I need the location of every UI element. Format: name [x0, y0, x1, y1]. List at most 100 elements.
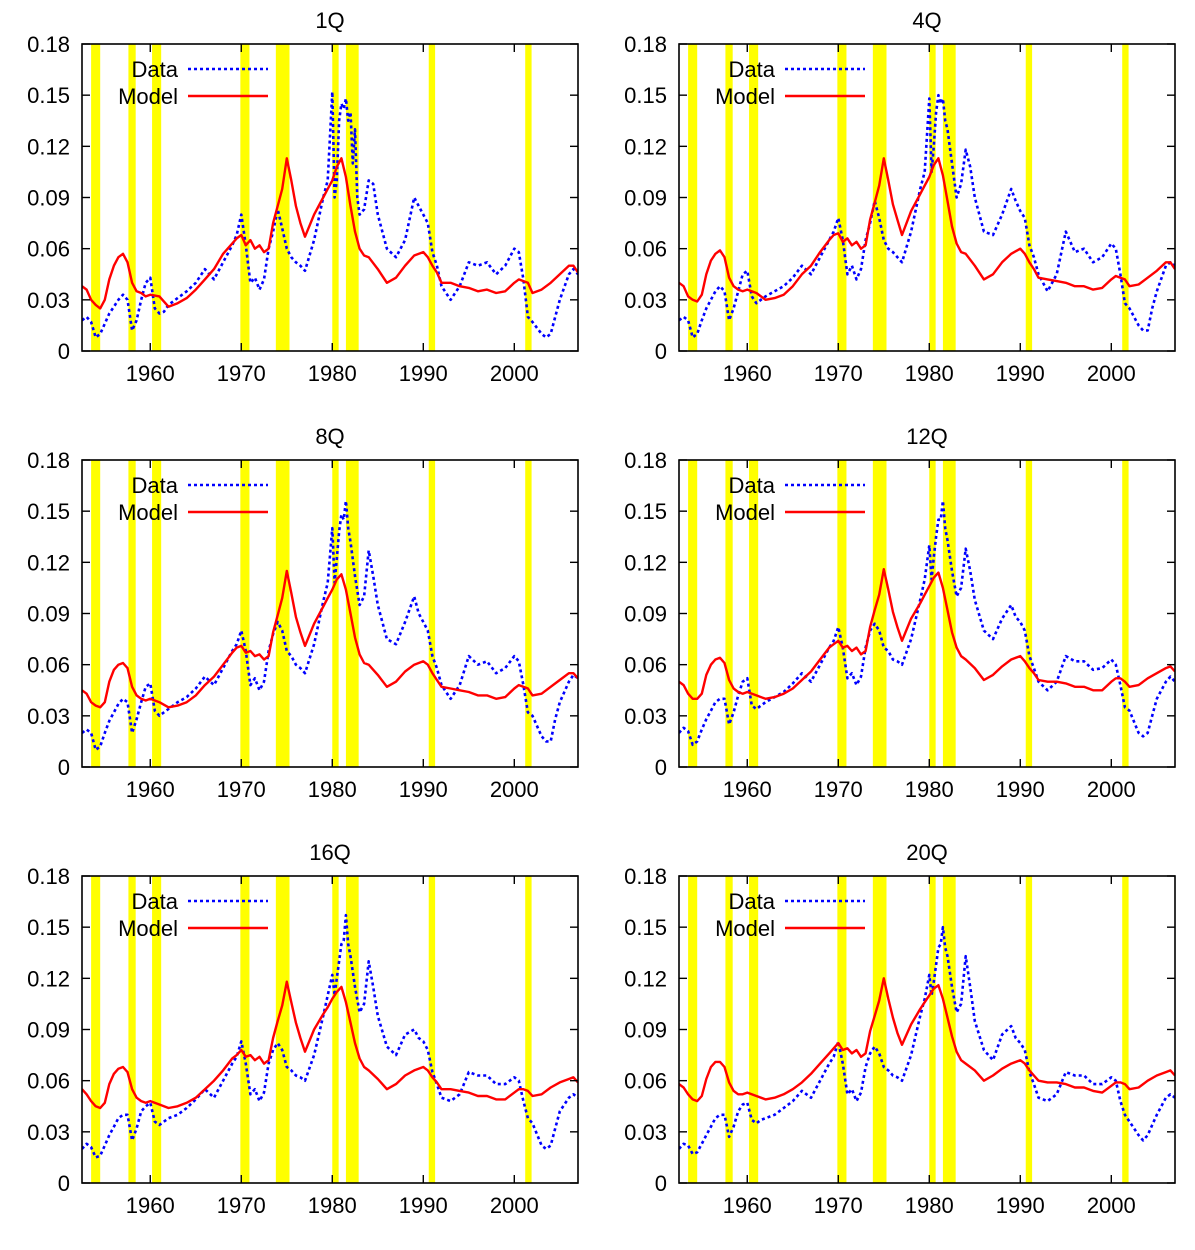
legend-label-model: Model	[118, 84, 178, 109]
legend-label-model: Model	[715, 916, 775, 941]
x-tick-label: 1970	[814, 361, 863, 386]
recession-band	[872, 876, 887, 1183]
series-group	[82, 90, 578, 339]
recession-band	[275, 460, 290, 767]
x-tick-label: 1960	[723, 361, 772, 386]
series-group	[82, 913, 578, 1159]
recession-band	[749, 876, 759, 1183]
recession-band	[525, 876, 532, 1183]
x-tick-label: 1990	[996, 361, 1045, 386]
y-tick-label: 0.06	[27, 1069, 70, 1094]
x-tick-label: 1980	[905, 361, 954, 386]
legend-label-data: Data	[729, 889, 776, 914]
legend-label-data: Data	[729, 57, 776, 82]
recession-band	[275, 876, 290, 1183]
x-tick-label: 2000	[490, 777, 539, 802]
chart-title: 16Q	[309, 840, 351, 865]
y-tick-label: 0	[58, 1171, 70, 1196]
recession-band	[428, 876, 436, 1183]
recession-band	[725, 876, 733, 1183]
recession-band	[1025, 44, 1033, 351]
x-tick-label: 1990	[996, 1193, 1045, 1218]
recession-bands	[688, 460, 1129, 767]
recession-bands	[688, 44, 1129, 351]
series-line-model	[679, 157, 1175, 303]
recession-band	[688, 876, 698, 1183]
recession-band	[525, 460, 532, 767]
recession-band	[152, 44, 162, 351]
x-tick-label: 2000	[490, 1193, 539, 1218]
recession-band	[152, 460, 162, 767]
x-tick-label: 1970	[217, 1193, 266, 1218]
recession-band	[837, 876, 847, 1183]
panel-16q: 16Q 0 0.03 0.06 0.09 0.12 0.15 0.18 1960 1970 1980…	[0, 832, 597, 1248]
legend-label-data: Data	[132, 57, 179, 82]
x-tick-label: 1980	[905, 1193, 954, 1218]
y-tick-label: 0.09	[624, 602, 667, 627]
panel-12q: 12Q 0 0.03 0.06 0.09 0.12 0.15 0.18 1960 1970 1980…	[597, 416, 1194, 832]
y-tick-label: 0.12	[624, 966, 667, 991]
x-tick-label: 1990	[399, 1193, 448, 1218]
x-tick-label: 1960	[723, 777, 772, 802]
y-tick-label: 0.15	[27, 915, 70, 940]
series-group	[679, 499, 1175, 747]
y-tick-label: 0.06	[27, 237, 70, 262]
y-tick-label: 0.06	[624, 653, 667, 678]
y-tick-label: 0.18	[27, 864, 70, 889]
chart-title: 8Q	[315, 424, 344, 449]
y-tick-label: 0.15	[624, 915, 667, 940]
y-tick-label: 0.18	[624, 32, 667, 57]
y-tick-label: 0.18	[27, 32, 70, 57]
chart-title: 12Q	[906, 424, 948, 449]
chart-title: 1Q	[315, 8, 344, 33]
recession-band	[688, 44, 698, 351]
panel-1q: 1Q 0 0.03 0.06 0.09 0.12 0.15 0.18 1960 1970 1980 1…	[0, 0, 597, 416]
chart-title: 4Q	[912, 8, 941, 33]
recession-band	[332, 876, 339, 1183]
series-line-data	[679, 499, 1175, 747]
recession-band	[91, 460, 101, 767]
y-tick-label: 0.12	[27, 134, 70, 159]
recession-band	[345, 460, 359, 767]
chart-16q: 16Q 0 0.03 0.06 0.09 0.12 0.15 0.18 1960 1970 1980…	[27, 840, 579, 1218]
series-line-data	[679, 925, 1175, 1156]
y-tick-label: 0.12	[27, 966, 70, 991]
y-tick-label: 0	[655, 339, 667, 364]
recession-band	[725, 44, 733, 351]
recession-band	[1025, 876, 1033, 1183]
recession-band	[929, 876, 936, 1183]
recession-band	[1122, 44, 1129, 351]
y-tick-label: 0.09	[624, 1018, 667, 1043]
recession-band	[91, 44, 101, 351]
x-tick-label: 1980	[308, 777, 357, 802]
legend-label-model: Model	[715, 84, 775, 109]
x-tick-label: 1960	[126, 777, 175, 802]
recession-band	[749, 460, 759, 767]
x-tick-label: 1960	[723, 1193, 772, 1218]
y-tick-label: 0	[655, 1171, 667, 1196]
recession-band	[525, 44, 532, 351]
y-tick-label: 0.03	[27, 704, 70, 729]
x-tick-label: 2000	[490, 361, 539, 386]
x-tick-label: 2000	[1087, 361, 1136, 386]
recession-band	[872, 44, 887, 351]
x-tick-label: 1990	[399, 361, 448, 386]
x-tick-label: 1990	[399, 777, 448, 802]
panel-4q: 4Q 0 0.03 0.06 0.09 0.12 0.15 0.18 1960 1970 1980 1…	[597, 0, 1194, 416]
y-tick-label: 0.15	[624, 83, 667, 108]
y-tick-label: 0.06	[27, 653, 70, 678]
y-tick-label: 0.12	[624, 550, 667, 575]
recession-band	[749, 44, 759, 351]
legend-label-data: Data	[132, 889, 179, 914]
y-tick-label: 0	[58, 755, 70, 780]
recession-band	[91, 876, 101, 1183]
y-tick-label: 0.03	[624, 288, 667, 313]
recession-band	[240, 44, 250, 351]
recession-band	[872, 460, 887, 767]
recession-bands	[91, 460, 532, 767]
